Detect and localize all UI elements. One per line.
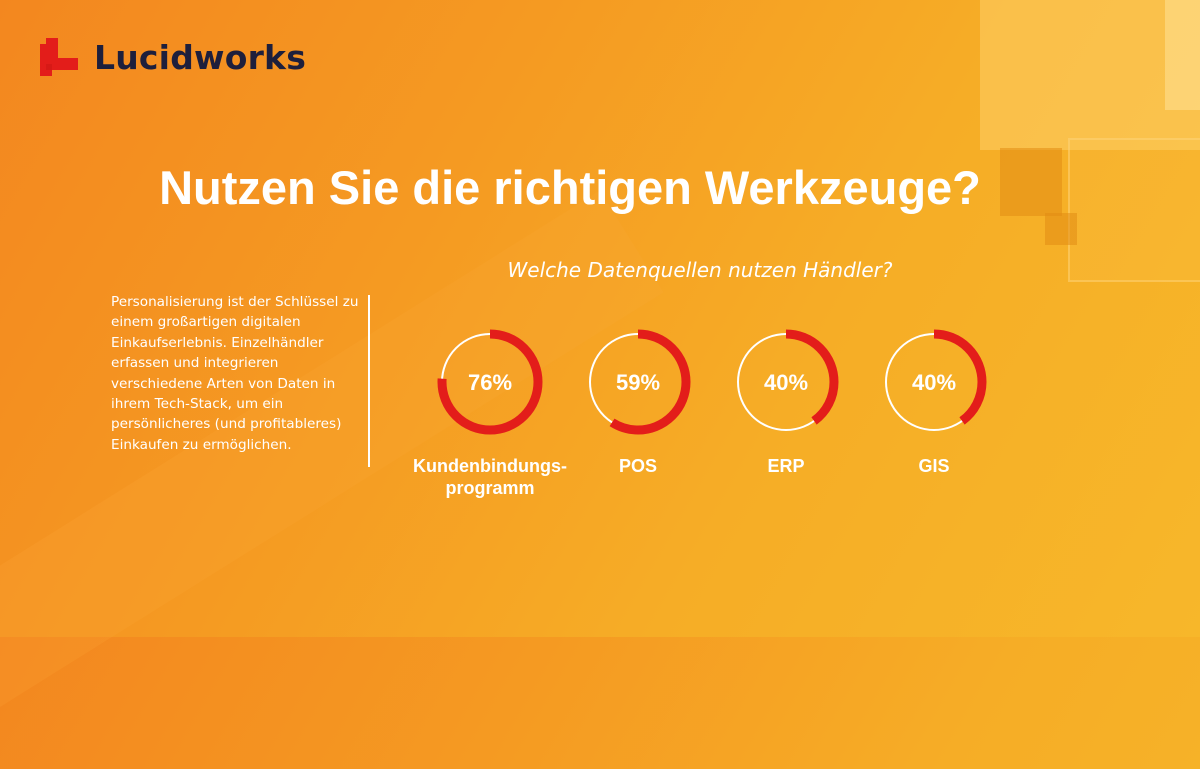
donut-chart-group: 76%Kundenbindungs-programm59%POS40%ERP40… xyxy=(413,329,987,498)
vertical-divider xyxy=(368,295,370,467)
donut-category-label: Kundenbindungs- xyxy=(413,456,567,476)
background-square-large xyxy=(980,0,1200,150)
donut-2: 59% POS xyxy=(585,329,691,476)
chart-title: Welche Datenquellen nutzen Händler? xyxy=(507,258,893,282)
donut-value-label: 59% xyxy=(616,370,660,395)
donut-value-label: 40% xyxy=(764,370,808,395)
donut-category-label: GIS xyxy=(918,456,949,476)
donut-value-arc xyxy=(437,329,543,435)
intro-paragraph: Personalisierung ist der Schlüssel zu ei… xyxy=(111,294,359,453)
background-square-edge xyxy=(1165,0,1200,110)
brand-name: Lucidworks xyxy=(94,37,307,77)
donut-4: 40% GIS xyxy=(881,329,987,476)
background-square-dark xyxy=(1000,148,1062,216)
donut-value-label: 40% xyxy=(912,370,956,395)
donut-category-label: POS xyxy=(619,456,657,476)
background-square-small xyxy=(1045,213,1077,245)
donut-1: 76% Kundenbindungs-programm xyxy=(413,329,567,498)
donut-3: 40% ERP xyxy=(733,329,839,476)
donut-value-arc xyxy=(881,329,987,435)
donut-value-arc xyxy=(585,329,691,435)
donut-value-label: 76% xyxy=(468,370,512,395)
background-square-outline xyxy=(1068,138,1200,282)
lucidworks-logo-icon xyxy=(40,38,78,76)
donut-value-arc xyxy=(733,329,839,435)
donut-category-label: ERP xyxy=(767,456,804,476)
page-title: Nutzen Sie die richtigen Werkzeuge? xyxy=(159,161,981,214)
brand-logo: Lucidworks xyxy=(38,36,306,78)
donut-category-label: programm xyxy=(445,478,534,498)
